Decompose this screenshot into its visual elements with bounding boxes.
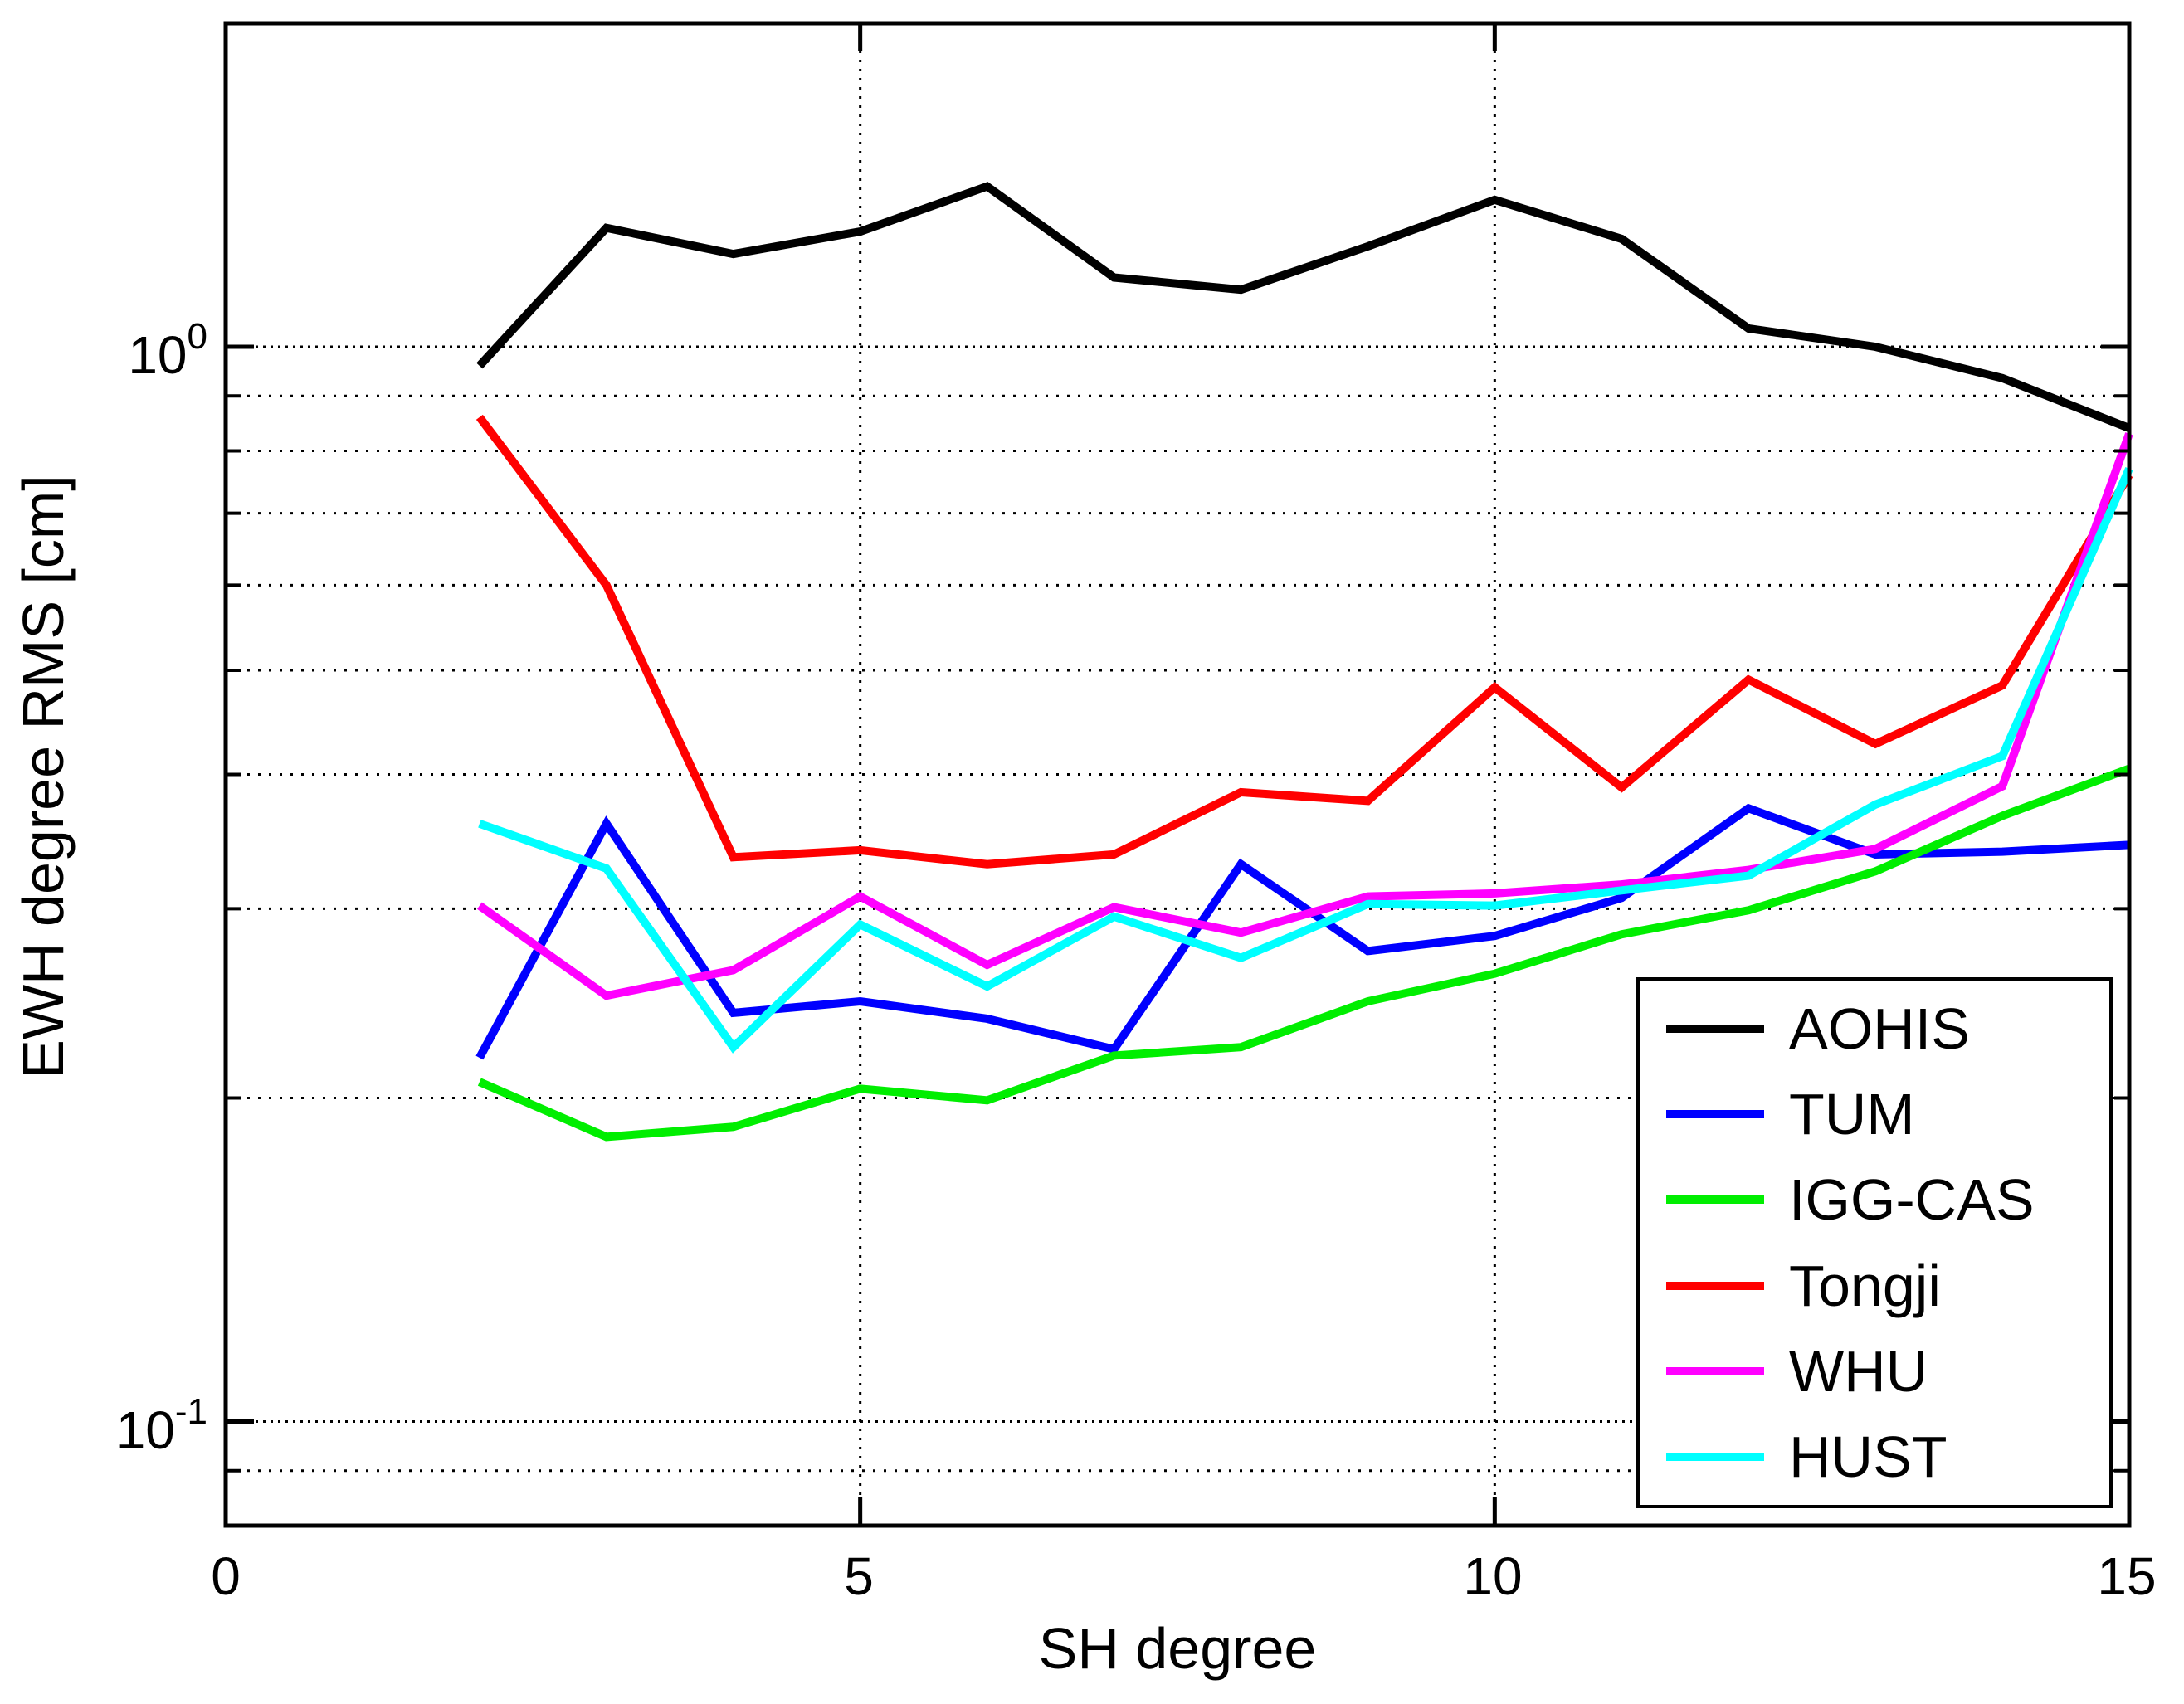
series-line-igg-cas — [477, 764, 2131, 1142]
legend-label: AOHIS — [1789, 996, 1970, 1061]
legend-line-sample-hust — [1666, 1453, 1764, 1462]
legend-line-sample-whu — [1666, 1366, 1764, 1375]
legend-label: TUM — [1789, 1081, 1915, 1147]
series-line-aohis — [476, 182, 2131, 432]
series-line-whu — [476, 432, 2133, 1000]
legend-line-sample-igg-cas — [1666, 1195, 1764, 1205]
legend-label: WHU — [1789, 1338, 1928, 1404]
legend-line-sample-aohis — [1666, 1024, 1764, 1033]
legend-line-sample-tongji — [1666, 1281, 1764, 1290]
x-tick-label-5: 5 — [844, 1546, 874, 1606]
legend-label: Tongji — [1789, 1253, 1941, 1318]
axes-box — [223, 21, 2132, 1528]
legend-item-tum: TUM — [1640, 1085, 2109, 1143]
x-axis-label: SH degree — [1038, 1616, 1317, 1681]
legend-item-aohis: AOHIS — [1640, 1000, 2109, 1058]
x-tick-label-15: 15 — [2097, 1546, 2157, 1606]
series-line-tongji — [475, 414, 2133, 869]
y-tick-exponent: 0 — [187, 316, 207, 357]
legend-label: HUST — [1789, 1424, 1948, 1490]
legend-item-igg-cas: IGG-CAS — [1640, 1171, 2109, 1229]
legend-label: IGG-CAS — [1789, 1167, 2035, 1233]
legend-item-hust: HUST — [1640, 1428, 2109, 1486]
legend-item-tongji: Tongji — [1640, 1257, 2109, 1315]
x-tick-label-0: 0 — [211, 1546, 241, 1606]
series-line-hust — [478, 467, 2133, 1054]
legend-item-whu: WHU — [1640, 1342, 2109, 1400]
y-tick-base: 10 — [128, 325, 188, 385]
series-line-tum — [475, 803, 2130, 1060]
y-tick-exponent: -1 — [174, 1391, 207, 1432]
legend-line-sample-tum — [1666, 1109, 1764, 1118]
y-tick-label-1e0: 100 — [25, 319, 207, 382]
y-axis-label: EWH degree RMS [cm] — [11, 475, 76, 1078]
y-tick-label-1e-1: 10-1 — [25, 1391, 207, 1460]
legend: AOHIS TUM IGG-CAS Tongji WHU HUST — [1636, 977, 2113, 1508]
y-tick-base: 10 — [115, 1400, 175, 1460]
x-tick-label-10: 10 — [1463, 1546, 1523, 1606]
